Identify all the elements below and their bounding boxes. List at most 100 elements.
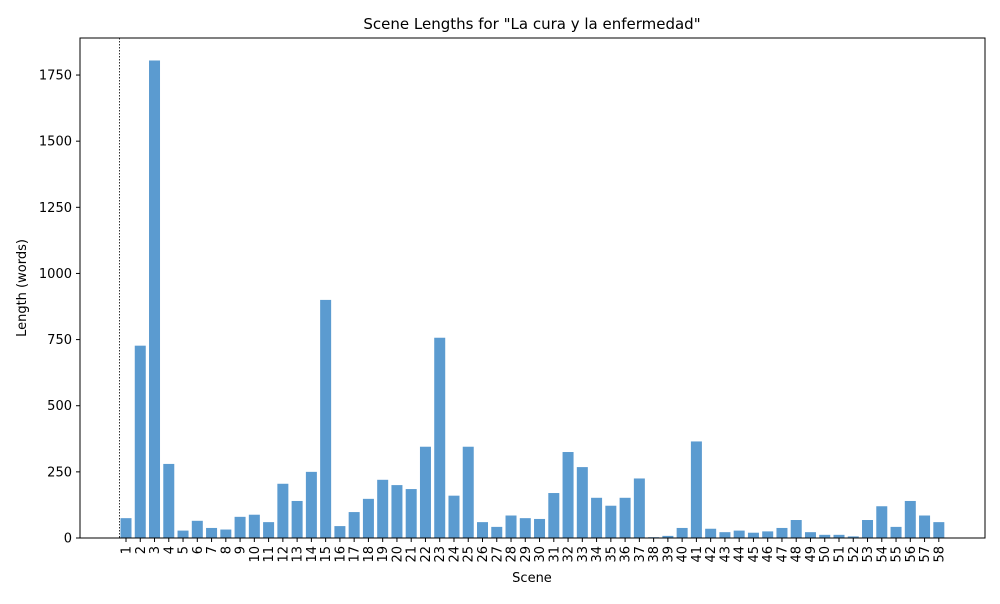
x-tick-label: 50 <box>818 546 833 563</box>
x-tick-label: 55 <box>890 546 905 563</box>
x-tick-label: 17 <box>348 546 363 563</box>
x-tick-label: 32 <box>562 546 577 563</box>
y-tick-label: 1750 <box>39 69 72 84</box>
bar-scene-36 <box>619 497 631 538</box>
x-tick-label: 48 <box>790 546 805 563</box>
x-tick-label: 51 <box>833 546 848 563</box>
x-tick-label: 35 <box>604 546 619 563</box>
x-tick-label: 31 <box>547 546 562 563</box>
bar-scene-41 <box>690 441 702 538</box>
bar-scene-4 <box>163 463 175 538</box>
x-tick-label: 12 <box>276 546 291 563</box>
y-tick-label: 1250 <box>39 201 72 216</box>
x-tick-label: 54 <box>875 546 890 563</box>
bar-scene-55 <box>890 526 902 538</box>
bar-scene-25 <box>462 446 474 538</box>
x-tick-label: 49 <box>804 546 819 563</box>
bar-scene-34 <box>591 497 603 538</box>
x-tick-label: 3 <box>148 546 163 554</box>
bar-scene-47 <box>776 527 788 538</box>
bar-scene-18 <box>362 498 374 538</box>
bar-scene-1 <box>120 518 132 538</box>
x-tick-label: 56 <box>904 546 919 563</box>
bar-scene-13 <box>291 500 303 538</box>
bar-scene-31 <box>548 493 560 538</box>
x-tick-label: 47 <box>775 546 790 563</box>
bar-scene-9 <box>234 516 246 538</box>
x-tick-label: 15 <box>319 546 334 563</box>
x-tick-label: 10 <box>248 546 263 563</box>
bar-scene-50 <box>819 534 831 538</box>
x-tick-label: 13 <box>291 546 306 563</box>
bar-scene-46 <box>762 531 774 538</box>
bar-scene-21 <box>405 489 417 538</box>
x-tick-label: 40 <box>676 546 691 563</box>
bar-scene-27 <box>491 526 503 538</box>
bar-scene-17 <box>348 512 360 538</box>
bar-scene-3 <box>149 60 161 539</box>
bars-group <box>120 60 945 539</box>
bar-scene-56 <box>904 500 916 538</box>
x-tick-label: 22 <box>419 546 434 563</box>
x-tick-label: 1 <box>120 546 135 554</box>
chart-title: Scene Lengths for "La cura y la enfermed… <box>363 15 700 33</box>
x-tick-label: 26 <box>476 546 491 563</box>
bar-scene-16 <box>334 526 346 538</box>
y-tick-label: 250 <box>47 465 72 480</box>
bar-scene-45 <box>747 532 759 538</box>
bar-scene-24 <box>448 495 460 538</box>
bar-scene-54 <box>876 506 888 538</box>
bar-scene-44 <box>733 530 745 538</box>
x-tick-label: 38 <box>647 546 662 563</box>
bar-scene-7 <box>206 527 218 538</box>
bar-scene-32 <box>562 452 574 538</box>
x-tick-label: 41 <box>690 546 705 563</box>
y-tick-label: 1500 <box>39 135 72 150</box>
bar-scene-42 <box>705 528 717 538</box>
x-axis-ticks: 1 2 3 4 5 6 7 8 9 10 11 12 13 14 15 16 17 18 19 20 21 22 23 24 2… <box>120 538 947 563</box>
x-tick-label: 8 <box>219 546 234 554</box>
x-tick-label: 11 <box>262 546 277 563</box>
bar-scene-53 <box>862 520 874 538</box>
x-tick-label: 33 <box>576 546 591 563</box>
bar-scene-14 <box>305 471 317 538</box>
bar-scene-52 <box>847 536 859 538</box>
bar-scene-43 <box>719 532 731 538</box>
x-tick-label: 34 <box>590 546 605 563</box>
x-tick-label: 20 <box>390 546 405 563</box>
bar-scene-19 <box>377 479 389 538</box>
x-tick-label: 5 <box>177 546 192 554</box>
bar-scene-15 <box>320 299 332 538</box>
bar-scene-29 <box>519 518 531 538</box>
x-tick-label: 30 <box>533 546 548 563</box>
x-tick-label: 21 <box>405 546 420 563</box>
bar-scene-20 <box>391 485 403 538</box>
x-tick-label: 53 <box>861 546 876 563</box>
y-axis-ticks: 0 250 500 750 1000 1250 1500 1750 <box>39 69 80 547</box>
bar-scene-39 <box>662 535 674 538</box>
y-tick-label: 1000 <box>39 267 72 282</box>
bar-scene-12 <box>277 483 289 538</box>
y-axis-label: Length (words) <box>15 239 30 337</box>
bar-scene-33 <box>576 467 588 538</box>
bar-scene-22 <box>419 446 431 538</box>
x-tick-label: 42 <box>704 546 719 563</box>
x-tick-label: 27 <box>490 546 505 563</box>
bar-scene-28 <box>505 515 517 538</box>
bar-scene-57 <box>919 515 931 538</box>
x-tick-label: 23 <box>433 546 448 563</box>
x-tick-label: 36 <box>619 546 634 563</box>
x-tick-label: 9 <box>234 546 249 554</box>
bar-scene-26 <box>477 522 488 538</box>
bar-scene-49 <box>804 532 816 538</box>
x-tick-label: 28 <box>505 546 520 563</box>
x-tick-label: 29 <box>519 546 534 563</box>
bar-scene-5 <box>177 530 189 538</box>
bar-scene-2 <box>134 345 146 538</box>
x-tick-label: 43 <box>718 546 733 563</box>
bar-scene-35 <box>605 505 617 538</box>
bar-scene-58 <box>933 522 945 538</box>
x-tick-label: 7 <box>205 546 220 554</box>
